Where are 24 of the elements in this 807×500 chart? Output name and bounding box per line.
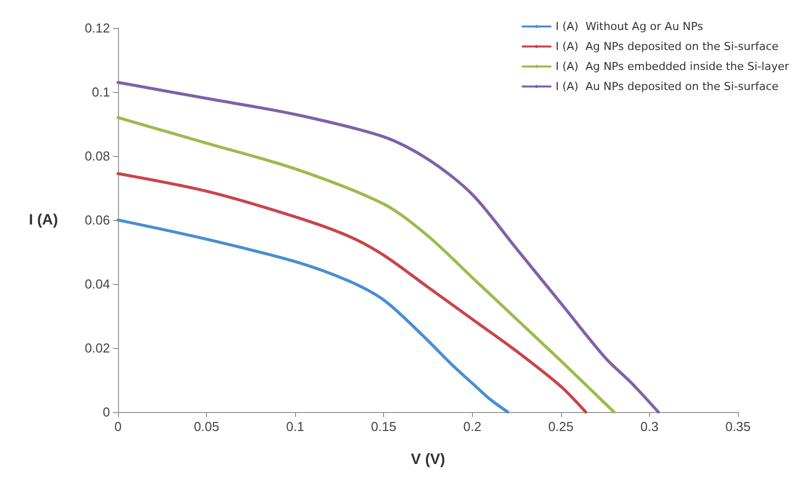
x-tick-label: 0.35 xyxy=(725,419,751,434)
legend-label: I (A) Ag NPs embedded inside the Si-layer xyxy=(556,60,790,73)
line-series xyxy=(116,172,588,414)
y-tick-label: 0.08 xyxy=(84,148,110,164)
y-tick-label: 0.06 xyxy=(84,212,110,228)
line-series xyxy=(116,116,616,414)
x-tick-label: 0.3 xyxy=(640,419,658,434)
y-tick-label: 0.04 xyxy=(84,276,110,292)
y-axis-title: I (A) xyxy=(28,212,58,228)
y-tick-label: 0.02 xyxy=(84,340,110,356)
line-series xyxy=(116,218,510,414)
legend-label: I (A) Without Ag or Au NPs xyxy=(556,20,704,33)
legend-label: I (A) Ag NPs deposited on the Si-surface xyxy=(556,40,779,53)
x-tick-label: 0.25 xyxy=(548,419,574,434)
y-tick-label: 0.1 xyxy=(92,84,110,100)
legend-label: I (A) Au NPs deposited on the Si-surface xyxy=(556,80,779,93)
y-tick-label: 0 xyxy=(102,404,110,420)
x-tick-label: 0.15 xyxy=(371,419,396,434)
y-tick-label: 0.12 xyxy=(84,20,110,36)
x-axis-title: V (V) xyxy=(410,451,446,468)
x-tick-label: 0.1 xyxy=(286,419,304,434)
x-tick-label: 0.05 xyxy=(194,419,220,434)
x-tick-label: 0.2 xyxy=(463,419,482,434)
x-tick-label: 0 xyxy=(114,419,122,434)
